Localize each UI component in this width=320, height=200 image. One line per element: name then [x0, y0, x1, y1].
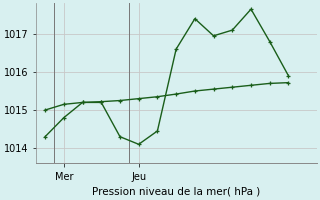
X-axis label: Pression niveau de la mer( hPa ): Pression niveau de la mer( hPa ): [92, 187, 260, 197]
